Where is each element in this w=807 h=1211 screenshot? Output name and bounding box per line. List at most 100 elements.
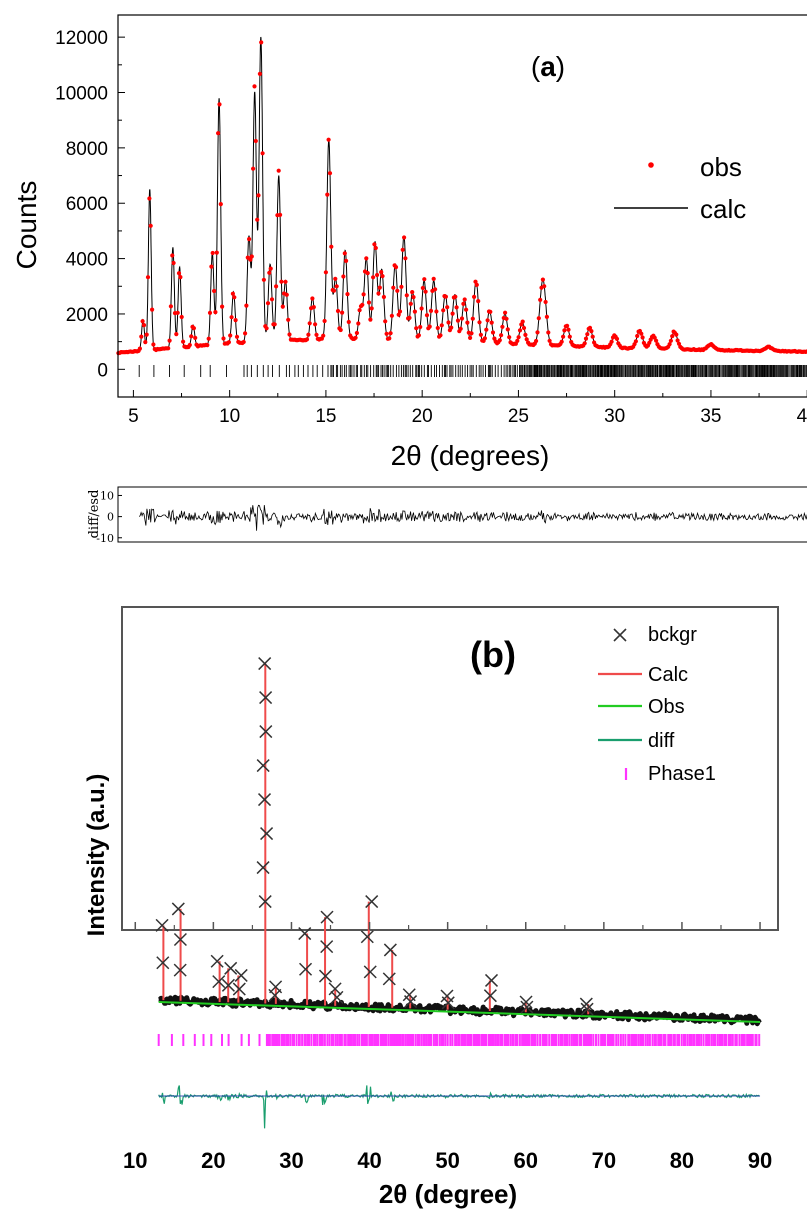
panel-a: 5 10 15 20 25 30 35 40 0 2000 4000 6000 8000 10000 120… bbox=[11, 14, 807, 545]
bckgr-marker bbox=[224, 961, 238, 975]
obs-point bbox=[395, 288, 400, 293]
obs-point bbox=[419, 306, 424, 311]
obs-point bbox=[175, 310, 180, 315]
obs-point bbox=[267, 270, 272, 275]
obs-point bbox=[404, 293, 409, 298]
y-tick-label: 12000 bbox=[55, 28, 108, 49]
obs-point bbox=[261, 277, 266, 282]
obs-point bbox=[640, 335, 645, 340]
obs-point bbox=[443, 294, 448, 299]
obs-point bbox=[147, 196, 152, 201]
obs-point bbox=[497, 338, 502, 343]
panel-b-label: (b) bbox=[470, 634, 516, 675]
obs-point bbox=[654, 338, 659, 343]
obs-point bbox=[470, 316, 475, 321]
obs-point bbox=[408, 301, 413, 306]
obs-point bbox=[249, 254, 254, 259]
obs-point bbox=[379, 270, 384, 275]
obs-point bbox=[171, 260, 176, 266]
bckgr-marker bbox=[328, 982, 342, 996]
obs-point bbox=[181, 339, 186, 344]
obs-point bbox=[633, 339, 639, 344]
x-tick-label: 20 bbox=[412, 406, 433, 427]
obs-point bbox=[381, 294, 386, 300]
obs-point bbox=[148, 223, 153, 228]
x-tick-label: 10 bbox=[123, 1148, 147, 1173]
obs-point bbox=[353, 335, 358, 340]
obs-point bbox=[473, 279, 478, 284]
obs-point bbox=[314, 332, 319, 337]
obs-point bbox=[272, 322, 277, 327]
obs-point bbox=[257, 71, 262, 76]
obs-point bbox=[322, 318, 327, 324]
obs-point bbox=[335, 308, 341, 314]
obs-point bbox=[458, 326, 463, 331]
obs-point bbox=[667, 342, 672, 347]
obs-point bbox=[373, 245, 378, 251]
bckgr-marker bbox=[519, 995, 533, 1009]
obs-point bbox=[438, 333, 443, 338]
bckgr-marker bbox=[360, 930, 374, 944]
panel-a-label: (a) bbox=[531, 51, 565, 82]
obs-point bbox=[517, 328, 523, 333]
obs-point bbox=[609, 339, 614, 344]
obs-point bbox=[504, 316, 509, 321]
bckgr-marker bbox=[156, 956, 170, 970]
panel-a-axis-ticks: 5 10 15 20 25 30 35 40 0 2000 4000 6000 8000 10000 120… bbox=[55, 28, 807, 427]
bckgr-marker bbox=[173, 932, 187, 947]
obs-point bbox=[357, 308, 362, 313]
obs-point bbox=[384, 331, 389, 336]
panel-b-axis-ticks: 10 20 30 40 50 60 70 80 90 bbox=[123, 922, 772, 1173]
obs-point bbox=[439, 323, 444, 328]
obs-point bbox=[193, 335, 198, 340]
obs-point bbox=[449, 325, 454, 330]
obs-point bbox=[534, 338, 539, 344]
obs-point bbox=[145, 275, 151, 280]
obs-point bbox=[454, 305, 459, 310]
obs-point bbox=[427, 324, 432, 329]
bckgr-marker bbox=[259, 691, 273, 705]
obs-point bbox=[274, 284, 279, 289]
obs-point bbox=[137, 346, 142, 351]
y-tick-label: 4000 bbox=[66, 250, 108, 271]
obs-point bbox=[403, 256, 408, 261]
obs-point bbox=[368, 317, 373, 322]
legend-calc-label: calc bbox=[700, 194, 746, 224]
obs-point bbox=[268, 266, 273, 271]
obs-point bbox=[441, 308, 446, 313]
obs-point bbox=[416, 333, 421, 338]
obs-point bbox=[234, 334, 240, 339]
bckgr-marker bbox=[483, 989, 497, 1003]
obs-point bbox=[675, 338, 680, 343]
bckgr-marker bbox=[320, 940, 334, 954]
obs-point bbox=[433, 287, 438, 292]
obs-point bbox=[232, 295, 237, 300]
obs-point bbox=[535, 330, 540, 335]
obs-point bbox=[216, 131, 221, 136]
obs-point bbox=[139, 334, 144, 339]
panel-a-legend: obs calc bbox=[614, 152, 746, 224]
obs-point bbox=[544, 314, 550, 319]
obs-point bbox=[311, 305, 316, 310]
obs-point bbox=[523, 332, 528, 337]
legend-phase1-label: Phase1 bbox=[648, 763, 716, 785]
panel-b: 10 20 30 40 50 60 70 80 90 (b) bckgr Calc Obs di… bbox=[83, 606, 779, 1209]
bckgr-marker bbox=[579, 997, 593, 1011]
panel-b-legend: bckgr Calc Obs diff Phase1 bbox=[598, 624, 716, 785]
bckgr-marker bbox=[320, 910, 334, 924]
obs-point bbox=[476, 299, 481, 304]
obs-point bbox=[614, 336, 620, 341]
bckgr-marker bbox=[234, 968, 248, 982]
obs-point bbox=[168, 304, 173, 309]
obs-point bbox=[380, 274, 385, 279]
legend-obs-label: obs bbox=[700, 152, 742, 182]
obs-point bbox=[174, 332, 179, 337]
obs-point bbox=[214, 250, 219, 255]
y-tick-label: 2000 bbox=[66, 305, 108, 326]
obs-point bbox=[278, 212, 283, 217]
panel-a-plot-frame bbox=[117, 14, 807, 398]
bckgr-marker bbox=[382, 972, 396, 986]
obs-point bbox=[453, 294, 458, 299]
obs-point bbox=[167, 338, 172, 343]
obs-point bbox=[402, 235, 407, 240]
